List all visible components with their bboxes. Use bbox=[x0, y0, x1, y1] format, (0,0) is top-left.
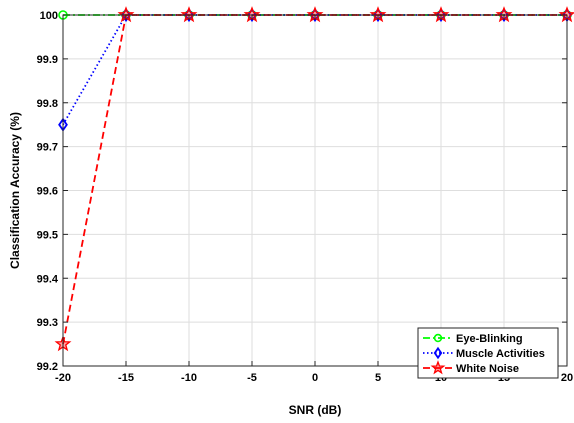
legend-entry: Eye-Blinking bbox=[423, 333, 523, 345]
legend-label: Muscle Activities bbox=[456, 348, 545, 360]
legend-items: Eye-Blinking Muscle Activities White Noise bbox=[423, 333, 545, 375]
legend-entry: White Noise bbox=[423, 360, 519, 375]
x-tick-label: 0 bbox=[312, 372, 318, 384]
legend-marker bbox=[433, 346, 443, 360]
y-tick-label: 99.9 bbox=[37, 54, 58, 66]
y-tick-label: 99.7 bbox=[37, 142, 58, 154]
legend-label: White Noise bbox=[456, 363, 519, 375]
y-axis-label: Classification Accuracy (%) bbox=[8, 112, 22, 269]
y-tick-label: 99.5 bbox=[37, 229, 58, 241]
y-tick-label: 99.8 bbox=[37, 98, 58, 110]
x-tick-label: -20 bbox=[55, 372, 71, 384]
y-tick-label: 99.3 bbox=[37, 317, 58, 329]
y-tick-label: 99.4 bbox=[37, 273, 59, 285]
legend: Eye-Blinking Muscle Activities White Noise bbox=[417, 327, 559, 379]
legend-marker bbox=[433, 333, 443, 343]
y-tick-label: 100 bbox=[40, 10, 58, 22]
y-tick-label: 99.6 bbox=[37, 186, 58, 198]
legend-label: Eye-Blinking bbox=[456, 333, 523, 345]
y-tick-label: 99.2 bbox=[37, 361, 58, 373]
axis-ticks bbox=[62, 14, 568, 367]
x-tick-label: -10 bbox=[181, 372, 197, 384]
legend-marker bbox=[430, 360, 446, 375]
x-tick-label: -15 bbox=[118, 372, 134, 384]
x-tick-label: -5 bbox=[247, 372, 257, 384]
legend-entry: Muscle Activities bbox=[423, 346, 545, 360]
x-tick-label: 20 bbox=[561, 372, 573, 384]
x-axis-label: SNR (dB) bbox=[289, 403, 342, 417]
x-tick-label: 5 bbox=[375, 372, 381, 384]
y-tick-labels: 99.2 99.3 99.4 99.5 99.6 99.7 99.8 99.9 100 bbox=[37, 10, 59, 373]
